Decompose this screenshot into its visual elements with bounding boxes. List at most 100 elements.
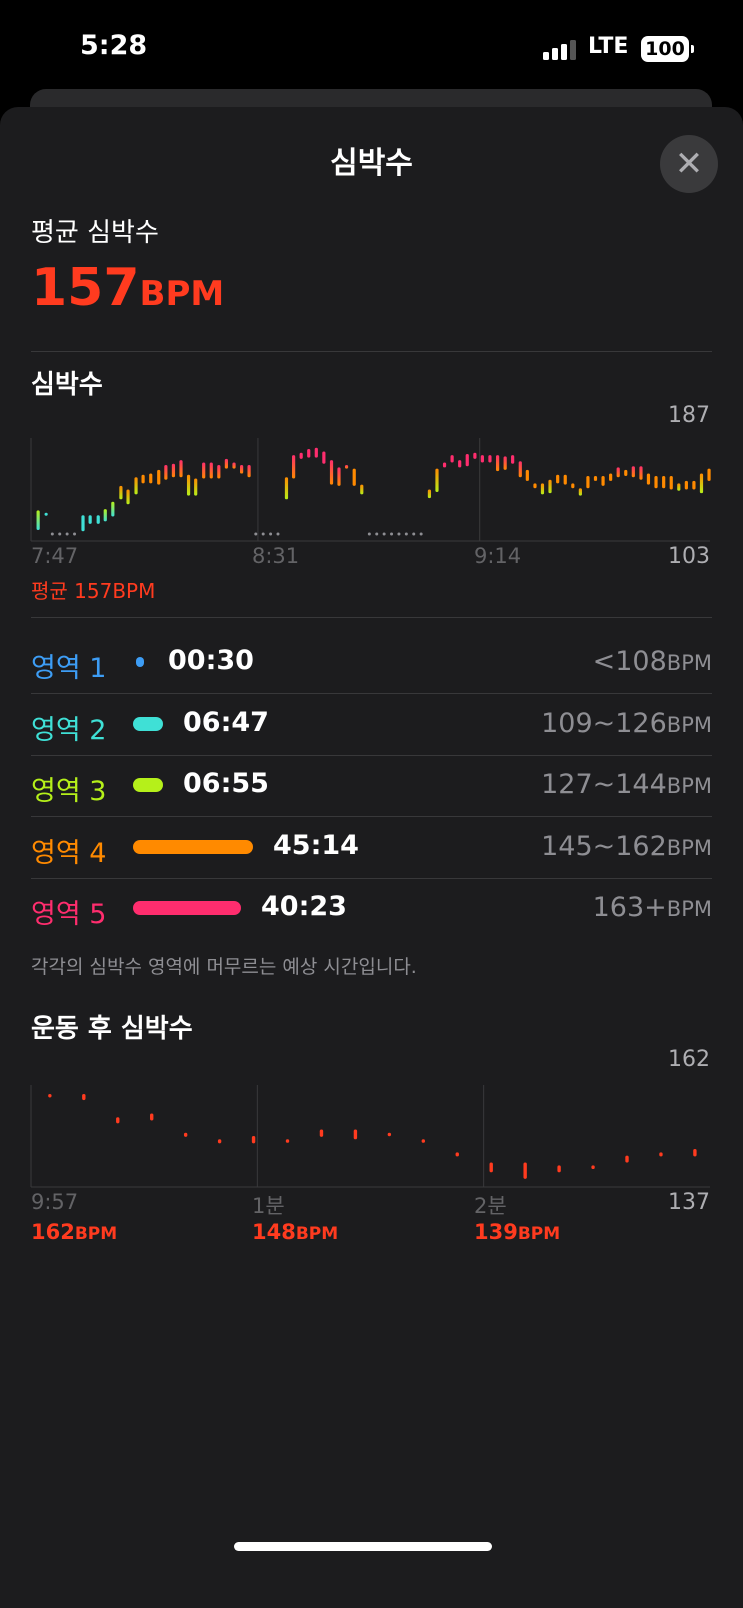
zone-label: 영역 2 (31, 714, 107, 746)
zone-row-2: 영역 2 06:47 109~126BPM (0, 694, 743, 756)
network-label: LTE (588, 34, 629, 59)
heart-rate-bar (314, 447, 318, 458)
average-value: 157BPM (31, 258, 224, 318)
recovery-point (455, 1152, 459, 1157)
no-data-dot (65, 532, 69, 536)
heart-rate-bar (578, 488, 582, 496)
battery-icon: 100 (641, 36, 694, 62)
zone-duration-bar (133, 901, 241, 915)
heart-rate-bar (571, 483, 575, 489)
zone-row-1: 영역 1 00:30 <108BPM (0, 632, 743, 694)
recovery-ymax-label: 162 (668, 1047, 710, 1072)
recovery-mark-0: 162BPM (31, 1220, 117, 1244)
heart-rate-bar (126, 489, 130, 505)
recovery-point (150, 1113, 154, 1121)
heart-rate-bar (209, 462, 213, 479)
heart-rate-bar (548, 479, 552, 494)
zone-time: 40:23 (261, 891, 347, 922)
recovery-point (116, 1117, 120, 1124)
heart-rate-bar (103, 509, 107, 522)
heart-rate-bar (360, 484, 364, 495)
recovery-mark-1: 148BPM (252, 1220, 338, 1244)
heart-rate-bar (692, 480, 696, 490)
heart-rate-bar (593, 476, 598, 481)
heart-rate-bar (518, 461, 522, 478)
heart-rate-bar (240, 464, 244, 474)
heart-rate-bar (699, 473, 704, 494)
heart-rate-bar (119, 485, 123, 500)
mark-unit: BPM (517, 1224, 561, 1244)
zone-time: 06:55 (183, 768, 269, 799)
recovery-point (353, 1129, 358, 1140)
recovery-xtick-label: 2분 (474, 1194, 507, 1218)
heart-rate-bar (563, 474, 567, 485)
home-indicator[interactable] (234, 1542, 492, 1551)
divider (31, 877, 712, 879)
mark-unit: BPM (295, 1224, 339, 1244)
heart-rate-bar (337, 467, 341, 486)
hr-xtick-label: 9:14 (474, 544, 522, 568)
recovery-ymin-label: 137 (668, 1190, 710, 1215)
zone-range-value: <108 (592, 646, 667, 677)
no-data-dot (390, 532, 394, 536)
recovery-title: 운동 후 심박수 (31, 1014, 193, 1044)
mark-unit: BPM (74, 1224, 118, 1244)
heart-rate-bar (601, 476, 605, 486)
mark-value: 148 (252, 1220, 296, 1244)
heart-rate-bar (134, 477, 138, 495)
heart-rate-bar (442, 462, 447, 468)
hr-ymax-label: 187 (668, 403, 710, 428)
zone-range-value: 109~126 (541, 707, 667, 739)
heart-rate-bar (556, 474, 560, 484)
zone-range: 145~162BPM (541, 831, 712, 862)
no-data-dot (419, 532, 423, 536)
zone-row-3: 영역 3 06:55 127~144BPM (0, 755, 743, 817)
zone-range-unit: BPM (666, 712, 712, 737)
heart-rate-bar (194, 478, 198, 496)
heart-rate-bar (299, 452, 303, 459)
heart-rate-bar (533, 483, 537, 489)
heart-rate-bar (677, 483, 681, 491)
close-button[interactable]: ✕ (660, 135, 718, 193)
heart-rate-bar (217, 464, 221, 479)
recovery-xtick-label: 1분 (252, 1194, 285, 1218)
heart-rate-bar (157, 469, 161, 485)
sheet-title: 심박수 (330, 146, 413, 181)
divider (31, 693, 712, 694)
zone-range-value: 145~162 (541, 830, 667, 862)
heart-rate-bar (88, 515, 92, 524)
divider (31, 754, 712, 756)
heart-rate-bar (525, 469, 529, 481)
zone-duration-bar (133, 778, 163, 792)
no-data-dot (50, 532, 54, 536)
zone-range-unit: BPM (666, 835, 712, 860)
no-data-dot (58, 532, 62, 536)
heart-rate-bar (616, 467, 620, 478)
zone-range-unit: BPM (666, 774, 712, 798)
zone-range: 127~144BPM (541, 769, 712, 800)
heart-rate-bar (639, 466, 643, 480)
no-data-dot (269, 532, 273, 536)
recovery-point (557, 1165, 561, 1173)
heart-rate-bar (488, 455, 492, 463)
zone-label: 영역 5 (31, 899, 107, 930)
heart-rate-bar (202, 462, 206, 479)
heart-rate-bar (646, 473, 651, 485)
hr-ymin-label: 103 (668, 544, 710, 569)
no-data-dot (254, 532, 258, 536)
recovery-point (387, 1132, 392, 1137)
heart-rate-chart (30, 438, 711, 542)
average-number: 157 (31, 258, 140, 318)
heart-rate-bar (495, 455, 500, 472)
divider (31, 816, 712, 817)
signal-icon (543, 40, 576, 60)
no-data-dot (73, 532, 77, 536)
heart-rate-bar (96, 515, 100, 524)
recovery-point (421, 1139, 426, 1143)
heart-rate-bar (480, 455, 484, 463)
recovery-point (693, 1149, 697, 1157)
zone-range-value: 163+ (592, 892, 667, 923)
recovery-point (523, 1162, 527, 1179)
recovery-xtick-label: 9:57 (31, 1190, 79, 1214)
recovery-point (82, 1093, 86, 1101)
